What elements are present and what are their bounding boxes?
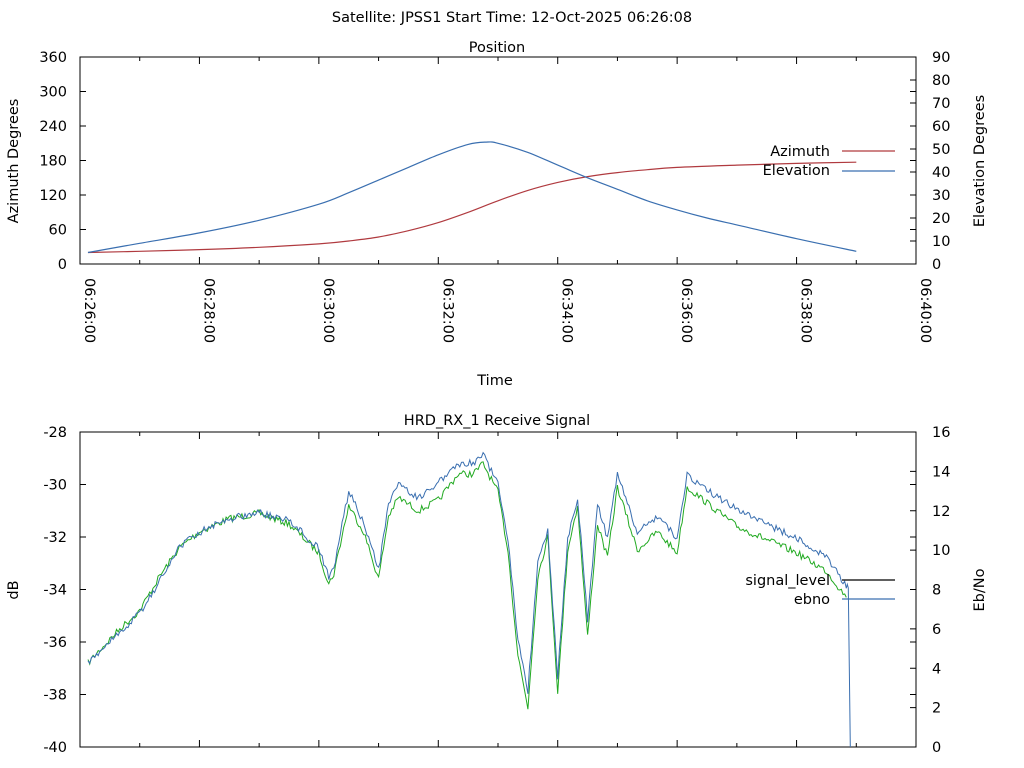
y-tick-label: 360 (39, 50, 67, 66)
y2-tick-label: 16 (932, 425, 950, 441)
signal-plot-frame (79, 431, 917, 748)
y-tick-label: -36 (43, 635, 67, 651)
y-tick-label: -28 (43, 425, 67, 441)
y2-tick-label: 4 (932, 661, 941, 677)
position-y2-axis-label: Elevation Degrees (972, 95, 988, 227)
y-tick-label: 120 (39, 188, 67, 204)
y2-tick-label: 30 (932, 188, 950, 204)
y2-tick-label: 6 (932, 622, 941, 638)
y2-tick-label: 2 (932, 701, 941, 717)
signal-chart-title: HRD_RX_1 Receive Signal (404, 413, 590, 429)
position-time-axis: 06:26:00 06:28:00 06:30:00 06:32:00 06:34:00… (79, 57, 933, 343)
y2-tick-label: 90 (932, 50, 950, 66)
y-tick-label: -32 (43, 530, 67, 546)
y-tick-label: 240 (39, 119, 67, 135)
legend-signal-level-label: signal_level (745, 573, 830, 589)
y2-tick-label: 10 (932, 543, 950, 559)
position-x-axis-label: Time (476, 373, 513, 389)
signal-level-series-line (87, 461, 847, 710)
y-tick-label: -38 (43, 688, 67, 704)
signal-y-axis-label: dB (6, 580, 22, 599)
y2-tick-label: 0 (932, 740, 941, 756)
y2-tick-label: 80 (932, 73, 950, 89)
x-tick-label: 06:28:00 (200, 278, 216, 343)
position-y-axis-label: Azimuth Degrees (6, 99, 22, 224)
signal-time-axis (79, 432, 917, 747)
position-elevation-axis: 0 10 20 30 40 50 60 70 80 90 (910, 50, 950, 273)
y2-tick-label: 12 (932, 504, 950, 520)
signal-db-axis: -40 -38 -36 -34 -32 -30 -28 (43, 425, 916, 756)
x-tick-label: 06:30:00 (320, 278, 336, 343)
x-tick-label: 06:26:00 (81, 278, 97, 343)
x-tick-label: 06:40:00 (917, 278, 933, 343)
y2-tick-label: 50 (932, 142, 950, 158)
position-chart-title: Position (469, 40, 525, 56)
x-tick-label: 06:38:00 (798, 278, 814, 343)
y2-tick-label: 40 (932, 165, 950, 181)
y-tick-label: 60 (49, 223, 67, 239)
position-plot-frame (79, 56, 917, 265)
legend-azimuth-label: Azimuth (770, 144, 830, 160)
signal-ebno-axis: 0 2 4 6 8 10 12 14 16 (910, 425, 950, 756)
y2-tick-label: 20 (932, 211, 950, 227)
signal-y2-axis-label: Eb/No (972, 568, 988, 611)
y2-tick-label: 60 (932, 119, 950, 135)
x-tick-label: 06:32:00 (439, 278, 455, 343)
y-tick-label: 180 (39, 154, 67, 170)
y2-tick-label: 0 (932, 257, 941, 273)
y-tick-label: 0 (58, 257, 67, 273)
y-tick-label: -40 (43, 740, 67, 756)
azimuth-series-line (87, 161, 857, 254)
y-tick-label: 300 (39, 85, 67, 101)
legend-elevation-label: Elevation (763, 163, 830, 179)
x-tick-label: 06:36:00 (678, 278, 694, 343)
elevation-series-line (87, 141, 857, 254)
y2-tick-label: 8 (932, 583, 941, 599)
x-tick-label: 06:34:00 (559, 278, 575, 343)
y-tick-label: -34 (43, 583, 67, 599)
y-tick-label: -30 (43, 478, 67, 494)
ebno-series-line (87, 451, 851, 748)
y2-tick-label: 10 (932, 234, 950, 250)
legend-ebno-label: ebno (794, 592, 830, 608)
y2-tick-label: 14 (932, 464, 950, 480)
header-title: Satellite: JPSS1 Start Time: 12-Oct-2025… (332, 10, 692, 26)
position-azimuth-axis: 0 60 120 180 240 300 360 (39, 50, 916, 273)
y2-tick-label: 70 (932, 96, 950, 112)
